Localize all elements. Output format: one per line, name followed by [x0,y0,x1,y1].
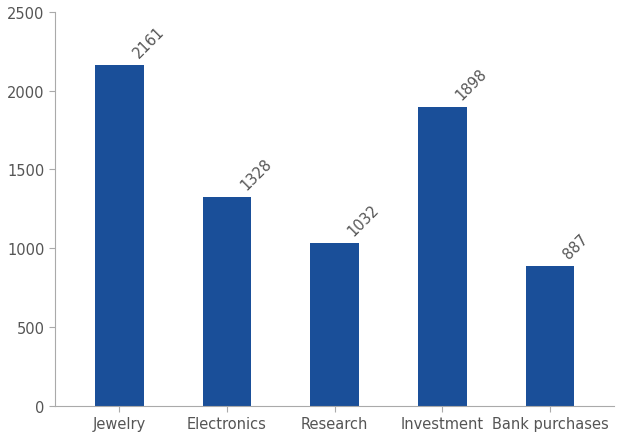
Text: 887: 887 [561,231,591,261]
Text: 1032: 1032 [346,202,383,239]
Text: 2161: 2161 [130,25,167,61]
Bar [311,244,359,406]
Text: 1898: 1898 [453,66,490,103]
Bar [525,266,574,406]
Bar [203,197,251,406]
Bar [95,66,144,406]
Bar [418,107,467,406]
Text: 1328: 1328 [238,155,275,192]
